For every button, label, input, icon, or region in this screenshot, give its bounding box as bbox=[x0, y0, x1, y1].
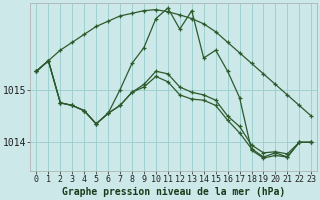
X-axis label: Graphe pression niveau de la mer (hPa): Graphe pression niveau de la mer (hPa) bbox=[62, 187, 285, 197]
